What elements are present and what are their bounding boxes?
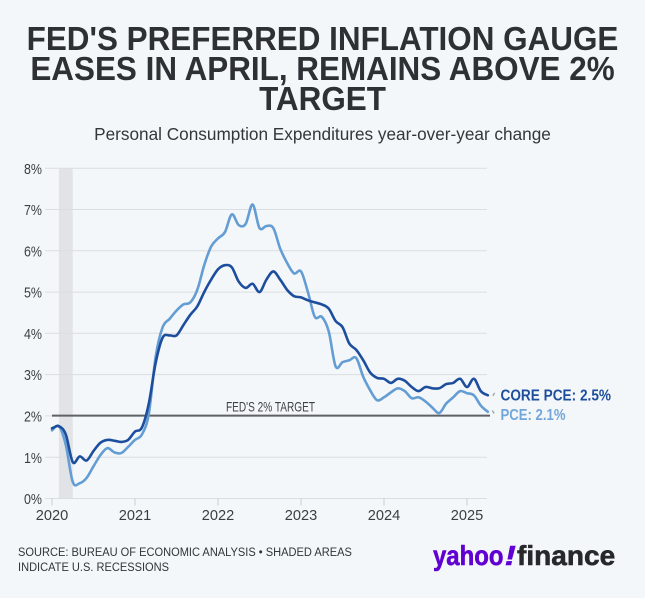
svg-text:4%: 4% bbox=[24, 326, 42, 343]
svg-text:5%: 5% bbox=[24, 285, 42, 302]
svg-text:6%: 6% bbox=[24, 243, 42, 260]
svg-text:2024: 2024 bbox=[368, 507, 401, 524]
svg-text:2020: 2020 bbox=[36, 507, 69, 524]
svg-text:8%: 8% bbox=[24, 161, 42, 178]
svg-text:7%: 7% bbox=[24, 202, 42, 219]
svg-text:3%: 3% bbox=[24, 367, 42, 384]
svg-text:2021: 2021 bbox=[119, 507, 152, 524]
svg-text:FED'S 2% TARGET: FED'S 2% TARGET bbox=[226, 399, 315, 415]
svg-text:PCE: 2.1%: PCE: 2.1% bbox=[501, 407, 566, 424]
svg-text:2023: 2023 bbox=[285, 507, 318, 524]
svg-text:2025: 2025 bbox=[451, 507, 484, 524]
svg-text:0%: 0% bbox=[24, 491, 42, 508]
svg-text:CORE PCE: 2.5%: CORE PCE: 2.5% bbox=[501, 388, 612, 405]
svg-text:1%: 1% bbox=[24, 450, 42, 467]
svg-text:2%: 2% bbox=[24, 409, 42, 426]
svg-text:2022: 2022 bbox=[202, 507, 235, 524]
